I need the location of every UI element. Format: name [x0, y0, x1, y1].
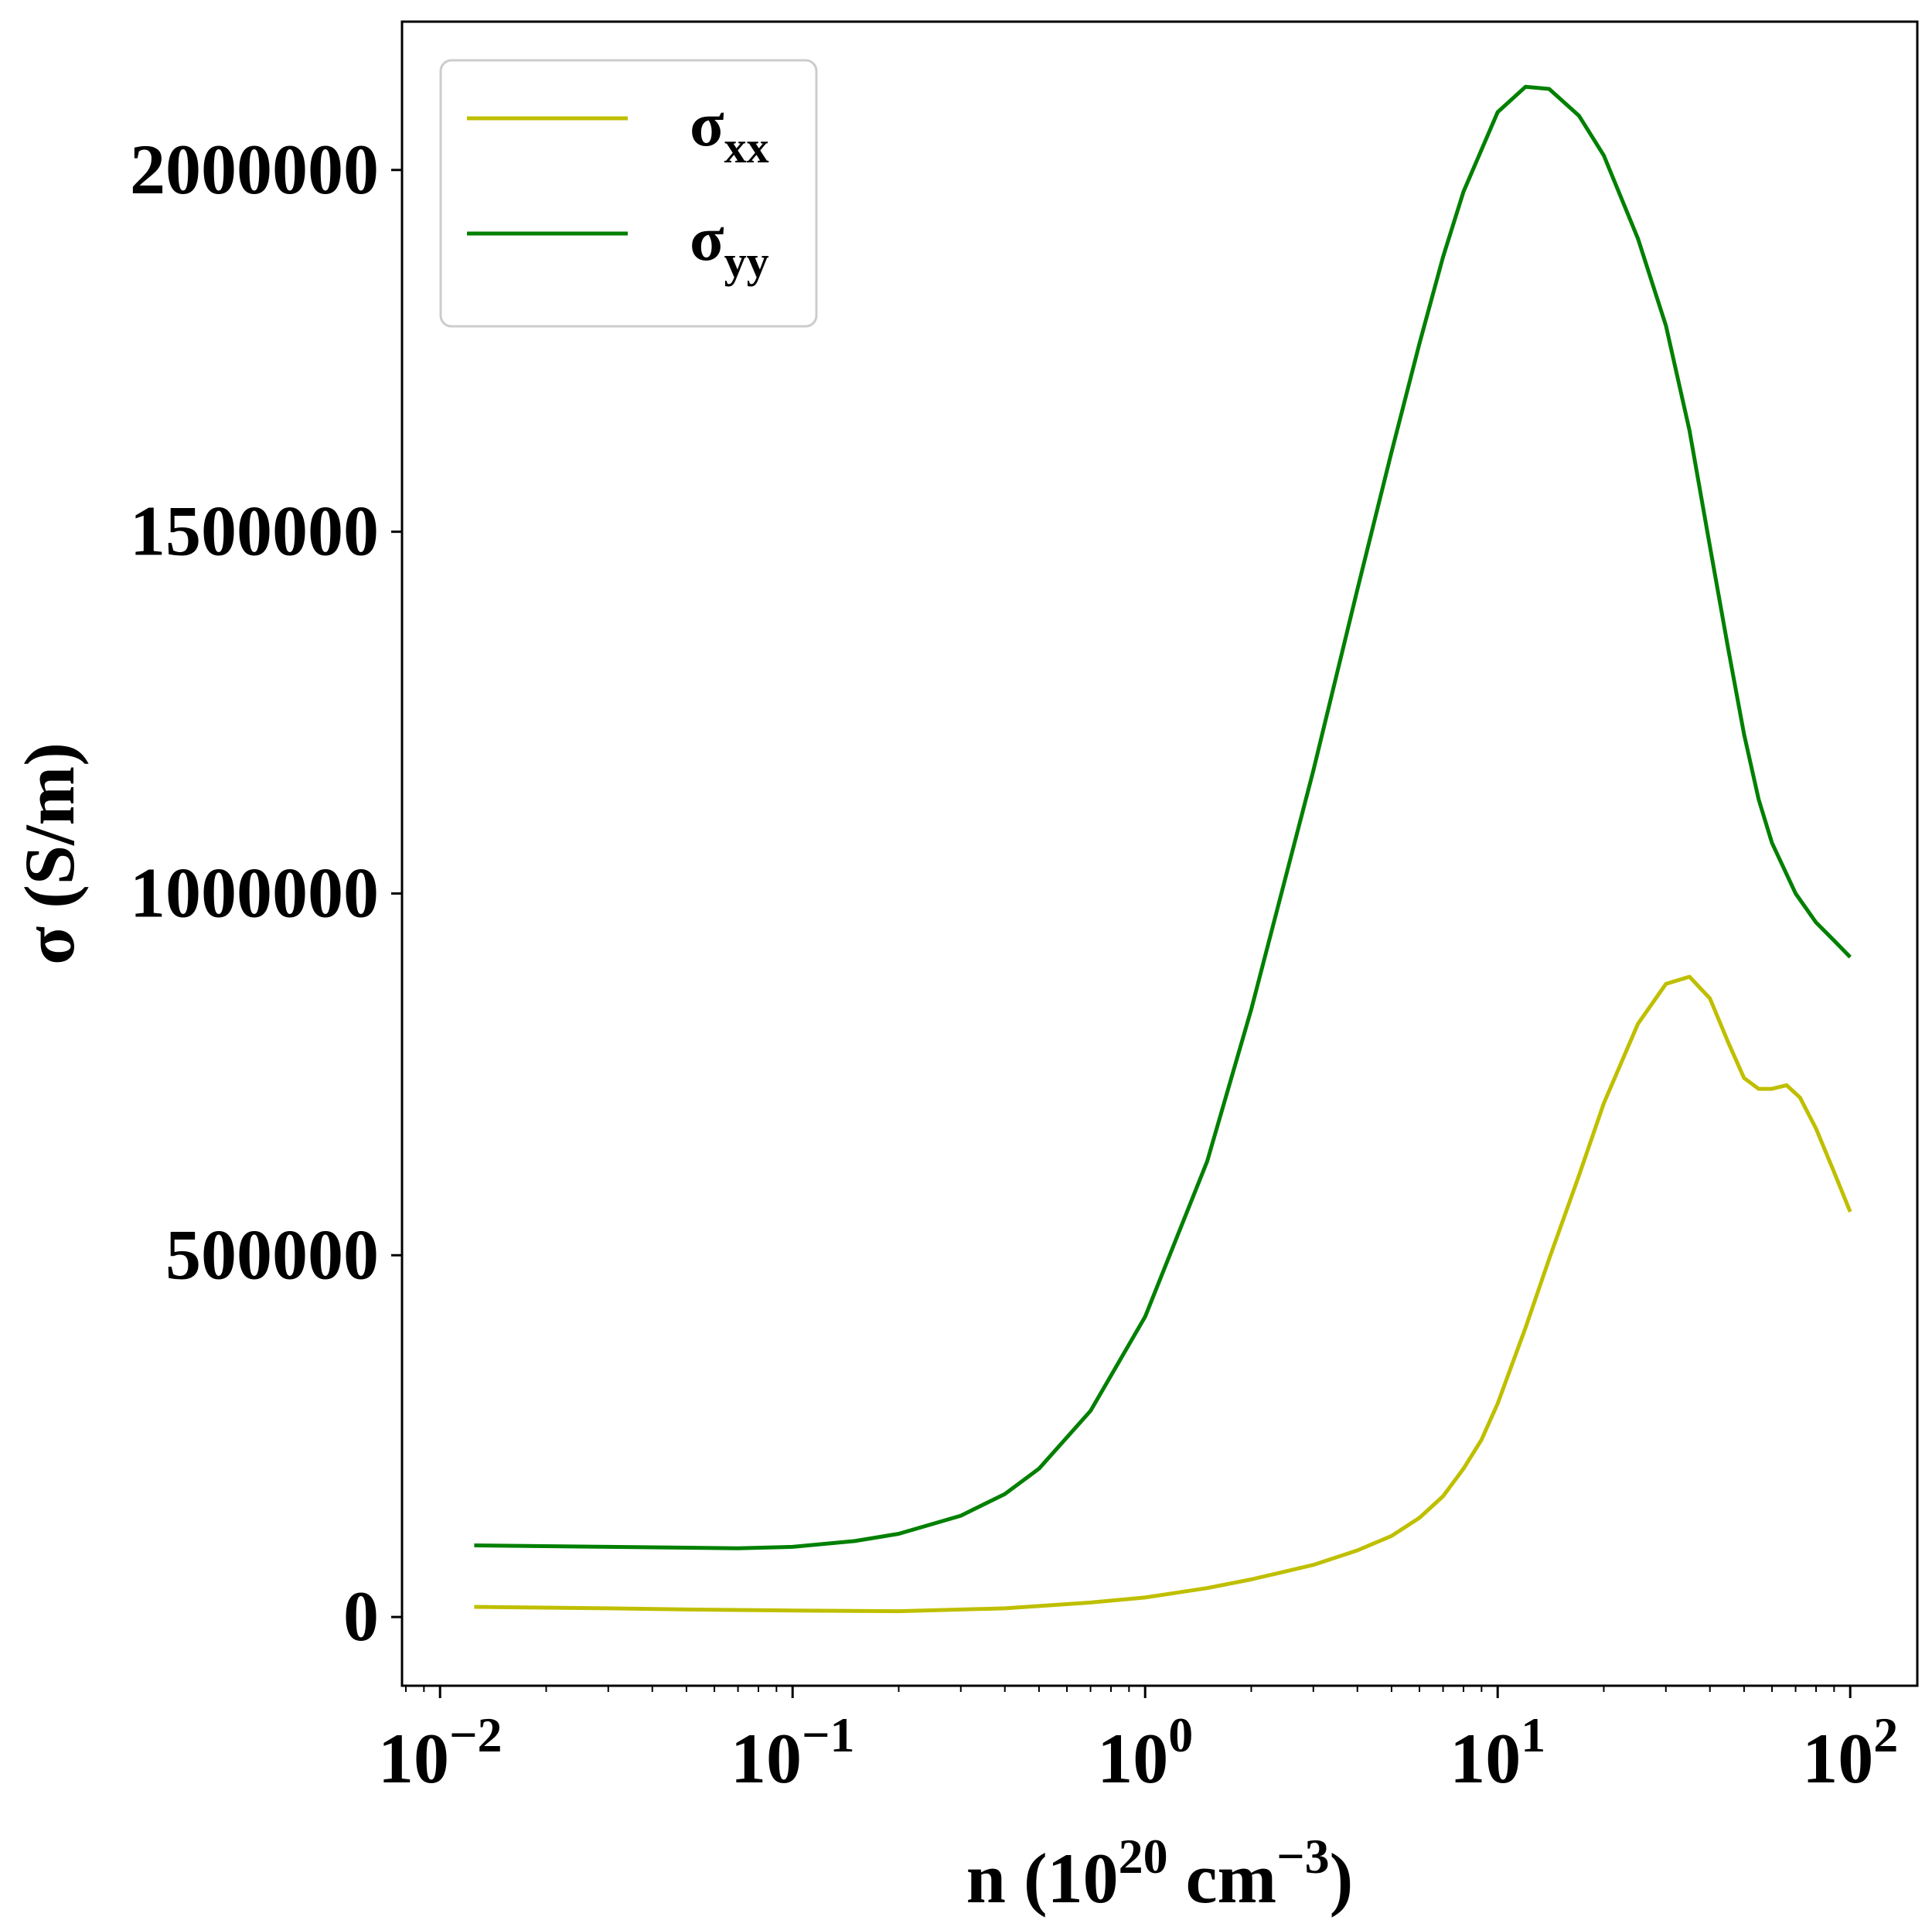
- x-axis-label: n (1020 cm−3): [966, 1829, 1353, 1918]
- legend-box: [439, 59, 818, 328]
- y-tick-label: 1500000: [130, 492, 379, 571]
- series-line-sigma-yy: [474, 84, 1852, 1550]
- y-tick-label: 500000: [165, 1215, 379, 1294]
- x-axis-label-end: ): [1330, 1839, 1354, 1918]
- legend-label-sigma-xx-main: σ: [690, 89, 724, 159]
- x-tick-label: 101: [1450, 1707, 1545, 1798]
- legend-label-sigma-xx: σxx: [690, 89, 769, 172]
- legend: σxx σyy: [439, 59, 818, 328]
- series-line-sigma-xx: [474, 974, 1852, 1614]
- series-layer: [474, 84, 1852, 1614]
- x-tick-label: 102: [1802, 1707, 1898, 1798]
- legend-label-sigma-xx-sub: xx: [724, 122, 769, 172]
- x-tick-label: 10−2: [378, 1707, 502, 1798]
- x-axis-label-base: n (10: [966, 1839, 1119, 1918]
- legend-label-sigma-yy-sub: yy: [724, 237, 769, 287]
- legend-label-sigma-yy: σyy: [690, 203, 769, 287]
- x-axis-label-sup1: 20: [1119, 1829, 1168, 1884]
- y-tick-label: 0: [343, 1577, 379, 1656]
- y-tick-label: 1000000: [130, 853, 379, 932]
- x-tick-label: 10−1: [731, 1707, 854, 1798]
- x-axis: 10−2 10−1 100 101 102: [378, 1686, 1898, 1798]
- y-axis: 0 500000 1000000 1500000 2000000: [130, 130, 402, 1656]
- legend-label-sigma-yy-main: σ: [690, 203, 724, 274]
- y-axis-label: σ (S/m): [10, 742, 89, 965]
- x-tick-label: 100: [1097, 1707, 1193, 1798]
- x-axis-label-mid: cm: [1168, 1839, 1276, 1918]
- x-axis-label-sup2: −3: [1276, 1829, 1329, 1884]
- y-tick-label: 2000000: [130, 130, 379, 209]
